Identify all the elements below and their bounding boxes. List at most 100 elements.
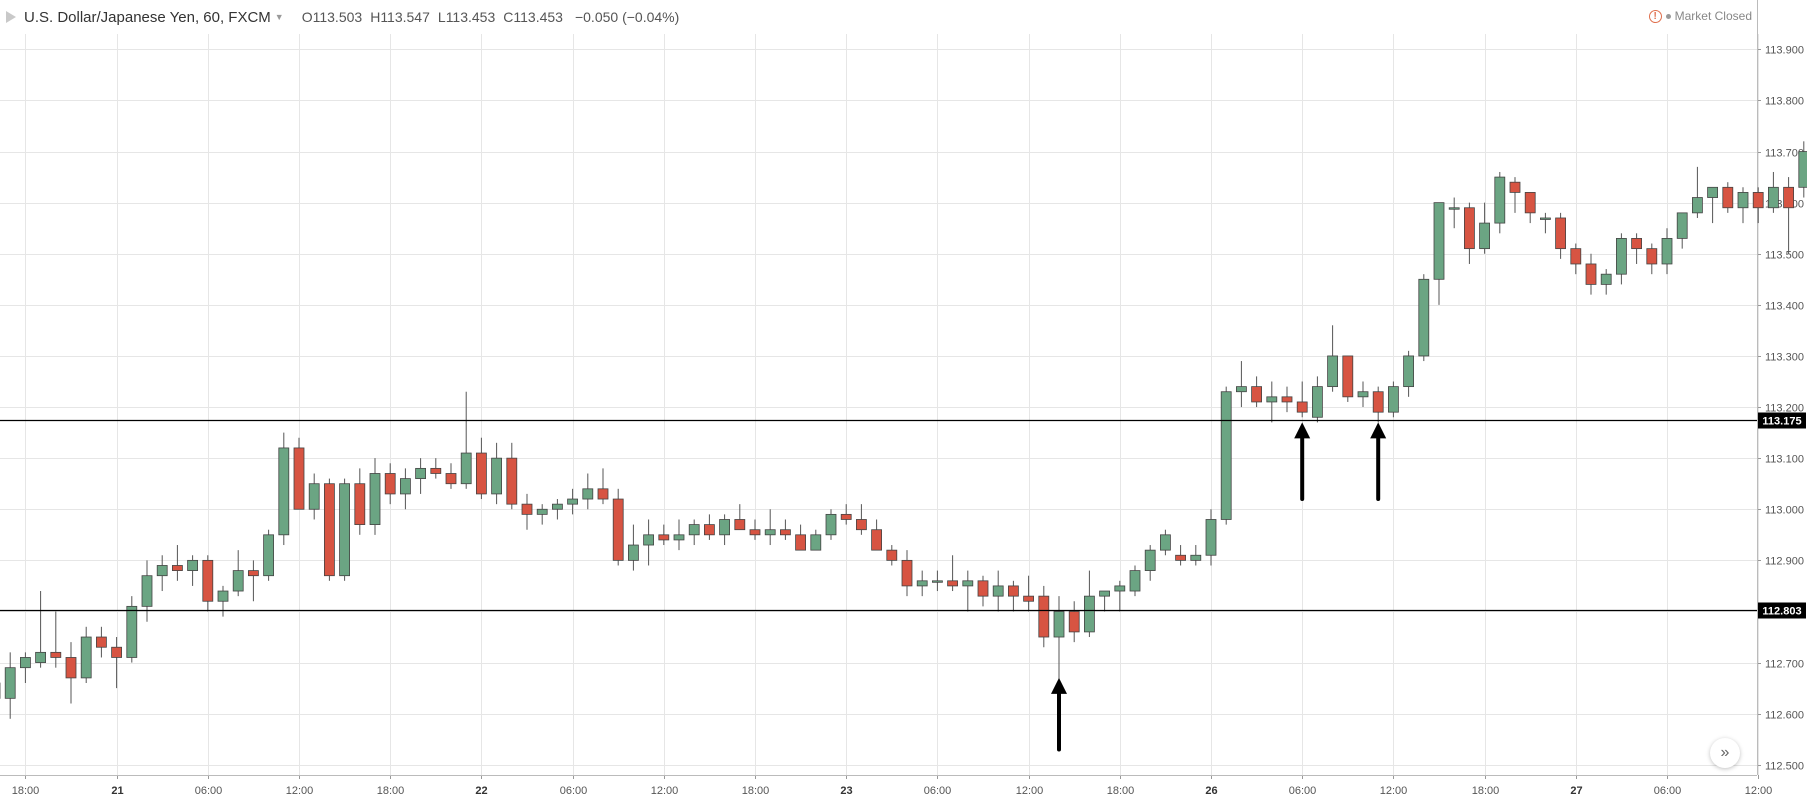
candle — [521, 493, 533, 530]
candle-body — [1646, 248, 1658, 265]
scroll-to-realtime-button[interactable]: » — [1710, 738, 1740, 768]
candle — [810, 529, 822, 551]
candle — [323, 478, 335, 581]
candle-body — [1038, 595, 1050, 638]
candle-body — [323, 483, 335, 577]
candle — [1692, 166, 1703, 218]
candle-body — [1464, 207, 1475, 250]
candle-body — [1600, 273, 1612, 285]
candle-body — [369, 473, 381, 525]
candle-body — [1266, 396, 1278, 403]
candle-body — [1099, 590, 1110, 597]
candle-body — [111, 646, 122, 658]
y-tick-label: 113.200 — [1765, 403, 1804, 415]
candle — [1129, 565, 1141, 597]
x-tick-label: 06:00 — [1654, 785, 1682, 797]
candle-body — [962, 580, 974, 587]
candle — [1752, 187, 1764, 224]
candle — [1768, 171, 1779, 213]
candle-body — [278, 447, 290, 536]
chevron-down-icon[interactable]: ▼ — [274, 12, 284, 22]
candle-body — [1388, 386, 1399, 413]
candle-body — [1798, 151, 1807, 188]
candle — [1068, 601, 1080, 643]
candle-body — [886, 549, 898, 561]
symbol-title[interactable]: U.S. Dollar/Japanese Yen, 60, FXCM — [24, 8, 271, 26]
candle-body — [1433, 202, 1445, 280]
candle-body — [1251, 386, 1262, 403]
candle-body — [1220, 391, 1232, 520]
candle-body — [1448, 207, 1460, 210]
candle — [552, 499, 563, 520]
x-tick-label: 27 — [1570, 785, 1582, 797]
candle-body — [916, 580, 928, 587]
candle-body — [1722, 186, 1734, 209]
candle — [764, 509, 776, 546]
candle — [1342, 355, 1354, 402]
x-tick-label: 12:00 — [1380, 785, 1408, 797]
candle — [1296, 381, 1308, 418]
x-tick-label: 18:00 — [1472, 785, 1500, 797]
x-tick-label: 06:00 — [924, 785, 952, 797]
candle — [491, 442, 503, 505]
candle-body — [80, 636, 92, 679]
candle — [1084, 570, 1095, 638]
candle-body — [536, 508, 548, 515]
candle — [1312, 376, 1323, 423]
x-tick-label: 12:00 — [651, 785, 679, 797]
candle — [1281, 386, 1293, 413]
candle-body — [1676, 212, 1688, 239]
arrow-head — [1294, 422, 1311, 439]
candle — [1403, 350, 1414, 397]
market-status[interactable]: ! Market Closed — [1648, 9, 1752, 23]
candle-body — [1053, 611, 1065, 638]
candle — [1038, 585, 1050, 648]
candle-body — [1509, 181, 1521, 193]
candle — [536, 504, 548, 525]
y-tick-label: 113.500 — [1765, 250, 1804, 262]
candle-body — [19, 657, 31, 669]
candle — [1388, 381, 1399, 418]
candle — [1190, 545, 1202, 566]
collapse-arrow-icon[interactable] — [4, 10, 18, 24]
candle-body — [552, 503, 563, 510]
candle-body — [1707, 186, 1718, 198]
candle — [293, 437, 305, 510]
candle — [1144, 545, 1156, 581]
candle-body — [992, 585, 1004, 597]
candle-body — [1631, 238, 1642, 250]
level-price-label: 113.175 — [1762, 416, 1801, 428]
grid-layer — [0, 34, 1759, 775]
level-price-tag — [1758, 602, 1806, 619]
candle — [1479, 202, 1490, 254]
candle — [475, 437, 487, 500]
candle — [445, 463, 457, 489]
candle-body — [704, 524, 715, 536]
candle — [719, 514, 730, 546]
x-tick-label: 12:00 — [1016, 785, 1044, 797]
candle-body — [506, 457, 518, 505]
ohlc-open: O113.503 — [301, 9, 363, 25]
candle — [65, 642, 77, 704]
candle — [1448, 197, 1460, 229]
status-dot-icon — [1665, 13, 1671, 19]
candle — [1509, 177, 1521, 213]
candle-body — [658, 534, 670, 541]
candle — [1570, 243, 1582, 275]
candle — [1540, 212, 1551, 234]
candle — [932, 570, 943, 592]
arrow-head — [1370, 422, 1387, 439]
candle — [506, 442, 518, 510]
candle — [1251, 376, 1262, 408]
candle-body — [1175, 554, 1186, 561]
candle — [1023, 575, 1034, 612]
candle-body — [126, 605, 138, 658]
candle — [992, 570, 1004, 612]
candle-body — [1327, 355, 1338, 388]
candle — [1524, 192, 1536, 224]
candle-body — [1692, 197, 1703, 214]
candle-body — [825, 513, 837, 536]
candle-body — [1403, 355, 1414, 388]
